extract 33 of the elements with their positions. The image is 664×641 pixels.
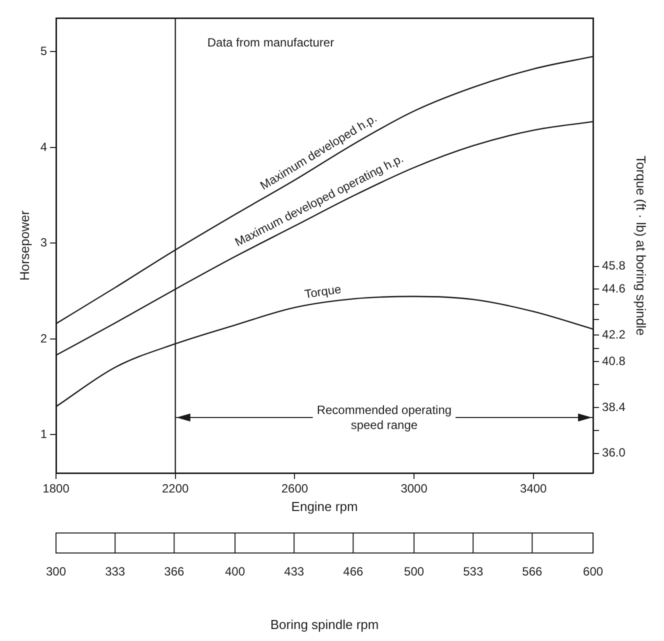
y2-tick-label: 45.8 <box>602 258 626 273</box>
x2-tick-label: 333 <box>105 564 126 579</box>
y2-axis-title: Torque (ft · lb) at boring spindle <box>634 156 649 336</box>
y2-tick-label: 36.0 <box>602 446 626 460</box>
y-tick-label: 4 <box>40 140 48 154</box>
x2-axis-title: Boring spindle rpm <box>270 616 379 632</box>
x2-tick-label: 366 <box>164 564 184 579</box>
x2-tick-label: 500 <box>404 564 424 579</box>
x2-tick-label: 600 <box>583 564 604 579</box>
x2-tick-label: 300 <box>46 564 66 579</box>
x-tick-label: 2200 <box>162 482 190 496</box>
x-tick-label: 2600 <box>281 482 308 496</box>
x-tick-label: 3400 <box>520 482 548 496</box>
y2-tick-label: 44.6 <box>602 282 626 296</box>
x2-tick-label: 400 <box>225 564 246 579</box>
y2-tick-label: 42.2 <box>602 327 626 342</box>
y2-tick-label: 40.8 <box>602 354 626 368</box>
x2-tick-label: 566 <box>522 564 543 579</box>
y-tick-label: 1 <box>40 427 48 442</box>
y-tick-label: 5 <box>40 44 48 58</box>
x2-tick-label: 466 <box>343 564 364 579</box>
x-tick-label: 3000 <box>400 482 428 496</box>
y-axis-title: Horsepower <box>17 210 32 281</box>
x-tick-label: 1800 <box>42 482 70 496</box>
x2-tick-label: 433 <box>284 564 304 579</box>
y-tick-label: 2 <box>40 331 48 346</box>
x2-tick-label: 533 <box>463 564 484 579</box>
x-axis-title: Engine rpm <box>291 498 358 514</box>
annotation: Data from manufacturer <box>207 36 334 50</box>
text: Torque <box>304 282 342 302</box>
y2-tick-label: 38.4 <box>602 400 626 414</box>
y-tick-label: 3 <box>40 236 48 250</box>
annotation: Recommended operating speed range <box>316 402 452 432</box>
